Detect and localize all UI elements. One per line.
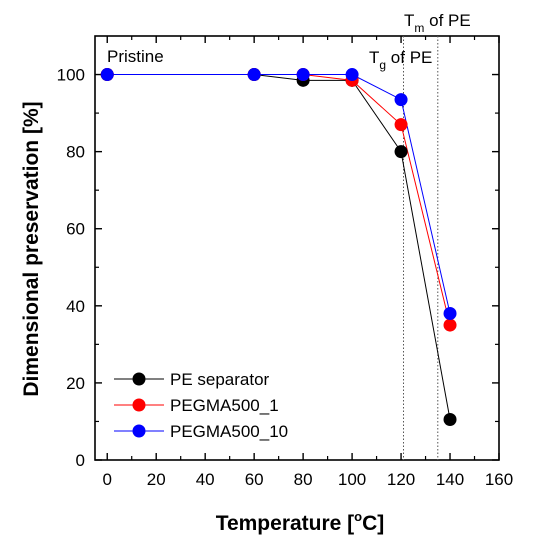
legend-marker	[132, 424, 146, 438]
x-axis: 0 20 40 60 80 100 120 140 160	[103, 36, 513, 489]
y-axis: 0 20 40 60 80 100	[57, 66, 499, 470]
x-tick-label: 20	[147, 470, 166, 489]
legend: PE separator PEGMA500_1 PEGMA500_10	[114, 370, 288, 441]
tm-main: T	[404, 11, 414, 30]
y-tick-label: 40	[66, 297, 85, 316]
legend-marker	[132, 398, 146, 412]
x-tick-label: 0	[103, 470, 112, 489]
legend-label: PEGMA500_10	[170, 422, 288, 441]
plot-border	[94, 35, 500, 461]
tg-tail: of PE	[386, 48, 432, 67]
tm-annotation: Tm of PE	[404, 11, 471, 35]
y-axis-title: Dimensional preservation [%]	[20, 101, 43, 396]
series-line-2	[107, 74, 451, 314]
plot-frame	[94, 35, 500, 461]
y-tick-label: 0	[76, 451, 85, 470]
x-tick-label: 40	[196, 470, 215, 489]
y-tick-label: 60	[66, 220, 85, 239]
data-point-2	[100, 68, 114, 82]
x-tick-label: 160	[485, 470, 513, 489]
data-point-2	[296, 68, 310, 82]
tm-tail: of PE	[424, 11, 470, 30]
tm-sub: m	[414, 21, 424, 35]
x-tick-label: 120	[387, 470, 415, 489]
x-tick-label: 140	[436, 470, 464, 489]
x-axis-title-main: Temperature [	[216, 512, 354, 535]
x-tick-label: 60	[245, 470, 264, 489]
data-point-2	[345, 68, 359, 82]
x-tick-label: 80	[294, 470, 313, 489]
y-tick-label: 20	[66, 374, 85, 393]
tg-sub: g	[379, 58, 386, 72]
y-tick-label: 80	[66, 143, 85, 162]
series-group	[100, 68, 457, 427]
data-point-2	[394, 93, 408, 107]
x-axis-title-sup: o	[354, 509, 362, 524]
legend-label: PEGMA500_1	[170, 396, 279, 415]
x-tick-label: 100	[338, 470, 366, 489]
y-tick-label: 100	[57, 66, 85, 85]
x-axis-title: Temperature [oC]	[216, 509, 385, 535]
legend-label: PE separator	[170, 370, 270, 389]
data-point-2	[443, 307, 457, 321]
tg-main: T	[369, 48, 379, 67]
series-line-1	[107, 74, 451, 326]
data-point-0	[443, 413, 457, 427]
x-axis-title-tail: C]	[362, 512, 384, 535]
data-point-0	[394, 145, 408, 159]
data-point-2	[247, 68, 261, 82]
legend-marker	[132, 372, 146, 386]
pristine-label: Pristine	[107, 47, 164, 66]
tg-annotation: Tg of PE	[369, 48, 432, 72]
reference-lines	[403, 36, 439, 460]
data-point-1	[443, 318, 457, 332]
data-point-1	[394, 118, 408, 132]
